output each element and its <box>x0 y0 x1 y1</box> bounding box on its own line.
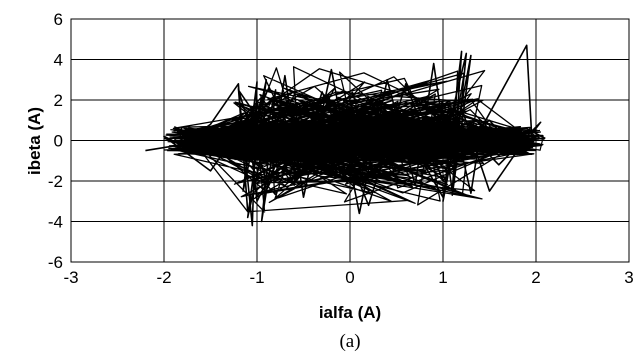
y-tick-label: 0 <box>54 132 63 151</box>
y-tick-label: 4 <box>54 51 63 70</box>
x-tick-label: 0 <box>345 268 354 287</box>
x-tick-label: 1 <box>438 268 447 287</box>
x-tick-label: 2 <box>531 268 540 287</box>
x-tick-label: 3 <box>624 268 633 287</box>
figure-caption: (a) <box>339 331 360 352</box>
y-axis-title: ibeta (A) <box>25 107 44 175</box>
series-line-core-band <box>164 128 547 153</box>
y-tick-label: -6 <box>48 253 63 272</box>
y-axis-tick-labels: 6 4 2 0 -2 -4 -6 <box>48 10 63 272</box>
x-tick-label: -2 <box>156 268 171 287</box>
current-trajectory <box>145 44 547 227</box>
x-axis-title: ialfa (A) <box>319 303 381 322</box>
x-tick-label: -1 <box>249 268 264 287</box>
y-tick-label: -4 <box>48 213 63 232</box>
y-tick-label: -2 <box>48 172 63 191</box>
x-tick-label: -3 <box>63 268 78 287</box>
y-tick-label: 6 <box>54 10 63 29</box>
x-axis-tick-labels: -3 -2 -1 0 1 2 3 <box>63 268 633 287</box>
y-tick-label: 2 <box>54 91 63 110</box>
plot-area-frame <box>70 18 630 263</box>
